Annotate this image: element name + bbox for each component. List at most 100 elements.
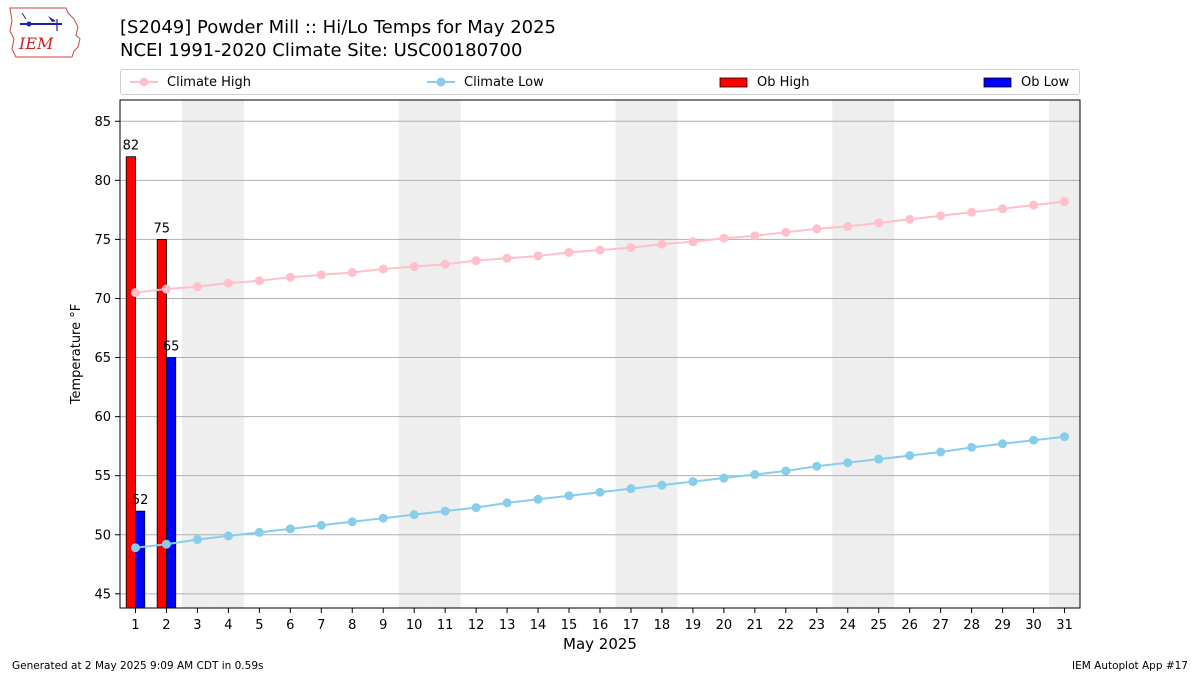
x-tick-label: 31: [1056, 618, 1073, 633]
climate-high-point: [595, 245, 605, 255]
x-tick-label: 30: [1025, 618, 1042, 633]
weekend-band: [832, 100, 864, 608]
y-axis-label: Temperature °F: [69, 304, 84, 405]
x-tick-label: 12: [468, 618, 485, 633]
x-tick-label: 10: [406, 618, 423, 633]
x-tick-label: 6: [286, 618, 294, 633]
y-tick-label: 45: [94, 587, 111, 602]
app-credit: IEM Autoplot App #17: [1072, 660, 1188, 672]
x-tick-label: 27: [932, 618, 949, 633]
x-tick-label: 13: [499, 618, 516, 633]
x-tick-label: 11: [437, 618, 454, 633]
climate-low-point: [502, 498, 512, 508]
climate-low-point: [626, 484, 636, 494]
x-tick-label: 8: [348, 618, 356, 633]
weekend-band: [429, 100, 461, 608]
climate-low-point: [316, 520, 326, 530]
climate-high-point: [936, 211, 946, 221]
climate-low-point: [874, 454, 884, 464]
climate-low-point: [130, 543, 140, 553]
ob-high-bar: [156, 239, 167, 609]
x-tick-label: 2: [162, 618, 170, 633]
y-tick-label: 60: [94, 410, 111, 425]
climate-low-point: [998, 439, 1008, 449]
climate-high-point: [967, 207, 977, 217]
x-tick-label: 5: [255, 618, 263, 633]
climate-low-point: [192, 534, 202, 544]
climate-low-point: [254, 527, 264, 537]
weekend-band: [1049, 100, 1080, 608]
legend-label-climate-low: Climate Low: [464, 74, 544, 90]
x-tick-label: 9: [379, 618, 387, 633]
ob-low-label: 52: [132, 493, 149, 508]
legend-item-climate-high: Climate High: [129, 70, 251, 94]
climate-high-point: [750, 231, 760, 241]
generated-note: Generated at 2 May 2025 9:09 AM CDT in 0…: [12, 660, 264, 672]
climate-low-point: [409, 510, 419, 520]
climate-high-point: [254, 276, 264, 286]
climate-high-point: [564, 247, 574, 257]
climate-high-point: [843, 221, 853, 231]
legend-item-ob-high: Ob High: [719, 70, 810, 94]
climate-high-point: [1029, 200, 1039, 210]
climate-low-point: [936, 447, 946, 457]
ob-low-bar: [166, 357, 177, 609]
x-tick-label: 24: [839, 618, 856, 633]
climate-low-swatch: [427, 77, 455, 87]
x-tick-label: 14: [530, 618, 547, 633]
y-tick-label: 55: [94, 469, 111, 484]
climate-high-point: [471, 256, 481, 266]
weekend-band: [181, 100, 213, 608]
x-tick-label: 26: [901, 618, 918, 633]
climate-low-point: [471, 503, 481, 513]
y-tick-label: 85: [94, 115, 111, 130]
climate-high-point: [347, 267, 357, 277]
x-tick-label: 4: [224, 618, 232, 633]
y-tick-label: 70: [94, 292, 111, 307]
y-tick-label: 75: [94, 233, 111, 248]
x-tick-label: 21: [747, 618, 764, 633]
climate-high-point: [657, 239, 667, 249]
climate-low-point: [812, 461, 822, 471]
ob-high-bar: [125, 156, 136, 609]
climate-high-point: [812, 224, 822, 234]
legend-label-ob-low: Ob Low: [1021, 74, 1070, 90]
climate-low-point: [657, 480, 667, 490]
weekend-band: [398, 100, 430, 608]
weekend-band: [212, 100, 244, 608]
climate-high-point: [626, 243, 636, 253]
climate-high-point: [130, 288, 140, 298]
x-tick-label: 20: [716, 618, 733, 633]
climate-high-point: [688, 237, 698, 247]
climate-low-point: [750, 470, 760, 480]
legend-label-climate-high: Climate High: [167, 74, 252, 90]
x-tick-label: 3: [193, 618, 201, 633]
ob-low-label: 65: [163, 340, 180, 355]
climate-high-point: [874, 218, 884, 228]
weekend-band: [863, 100, 895, 608]
climate-low-point: [905, 451, 915, 461]
chart-title: [S2049] Powder Mill :: Hi/Lo Temps for M…: [120, 17, 557, 38]
climate-high-point: [223, 278, 233, 288]
climate-low-point: [967, 442, 977, 452]
x-tick-label: 1: [131, 618, 139, 633]
x-tick-label: 29: [994, 618, 1011, 633]
climate-low-point: [347, 517, 357, 527]
x-tick-label: 17: [623, 618, 640, 633]
ob-high-label: 82: [123, 139, 140, 154]
weekend-band: [615, 100, 647, 608]
x-tick-label: 25: [870, 618, 887, 633]
x-axis-label: May 2025: [563, 635, 637, 653]
climate-low-point: [843, 458, 853, 468]
climate-high-point: [378, 264, 388, 274]
climate-high-point: [285, 272, 295, 282]
climate-high-point: [533, 251, 543, 261]
x-tick-label: 7: [317, 618, 325, 633]
y-tick-label: 50: [94, 528, 111, 543]
climate-low-point: [378, 513, 388, 523]
climate-low-point: [719, 473, 729, 483]
climate-low-point: [595, 487, 605, 497]
climate-low-point: [223, 531, 233, 541]
climate-high-point: [998, 204, 1008, 214]
